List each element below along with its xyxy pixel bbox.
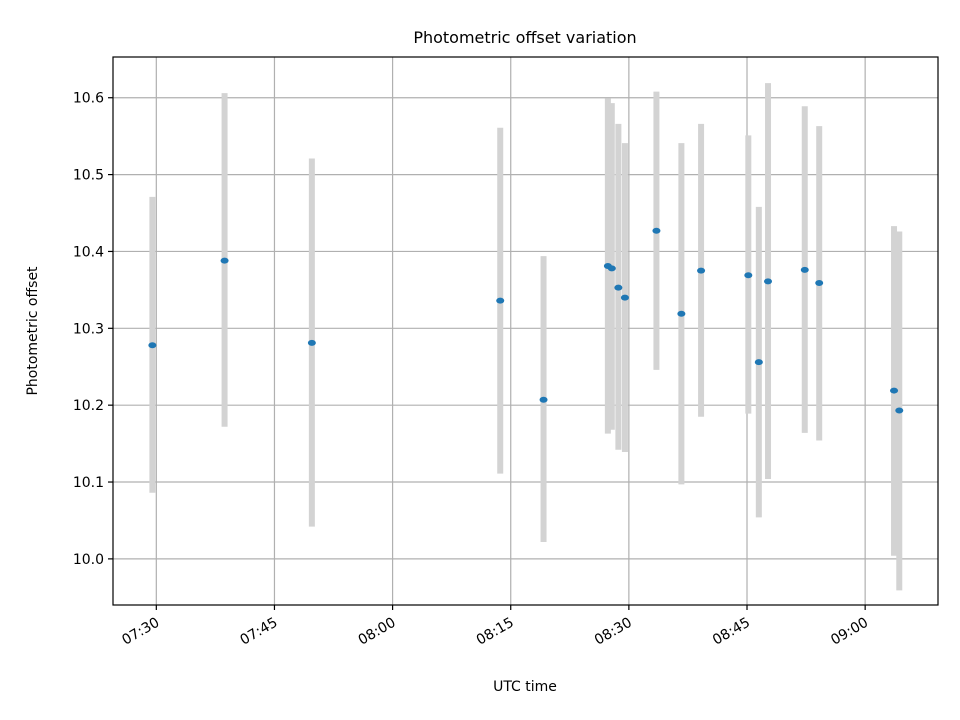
data-point <box>677 310 686 317</box>
data-point <box>764 278 773 285</box>
error-bars <box>149 83 903 591</box>
data-point <box>496 297 505 304</box>
x-axis-label: UTC time <box>493 679 557 695</box>
y-axis-ticks: 10.0 10.1 10.2 10.3 10.4 10.5 10.6 <box>73 91 113 568</box>
x-tick-label: 08:30 <box>592 615 635 649</box>
y-tick-label: 10.6 <box>73 91 104 107</box>
x-tick-label: 08:00 <box>356 615 399 649</box>
y-tick-label: 10.2 <box>73 398 104 414</box>
y-tick-label: 10.3 <box>73 321 104 337</box>
data-point <box>652 227 661 234</box>
data-point <box>754 359 763 366</box>
data-point <box>815 279 824 286</box>
data-point <box>620 294 629 301</box>
data-point <box>744 272 753 279</box>
data-point <box>697 267 706 274</box>
y-tick-label: 10.1 <box>73 475 104 491</box>
x-tick-label: 07:30 <box>119 615 162 649</box>
x-tick-label: 08:45 <box>710 615 753 649</box>
y-tick-label: 10.0 <box>73 552 104 568</box>
x-axis-ticks: 07:30 07:45 08:00 08:15 08:30 08:45 09:00 <box>119 605 871 649</box>
data-point <box>307 339 316 346</box>
y-axis-label: Photometric offset <box>25 266 41 396</box>
grid-lines <box>113 57 938 605</box>
plot-frame <box>112 56 939 606</box>
data-point <box>607 265 616 272</box>
y-tick-label: 10.4 <box>73 244 104 260</box>
data-point <box>800 266 809 273</box>
x-tick-label: 07:45 <box>238 615 281 649</box>
data-point <box>614 284 623 291</box>
data-points <box>148 227 904 414</box>
data-point <box>539 396 548 403</box>
data-point <box>148 342 157 349</box>
data-point <box>220 257 229 264</box>
chart-title: Photometric offset variation <box>413 28 636 47</box>
data-point <box>890 387 899 394</box>
y-tick-label: 10.5 <box>73 168 104 184</box>
data-point <box>895 407 904 414</box>
x-tick-label: 08:15 <box>474 615 517 649</box>
x-tick-label: 09:00 <box>828 615 871 649</box>
